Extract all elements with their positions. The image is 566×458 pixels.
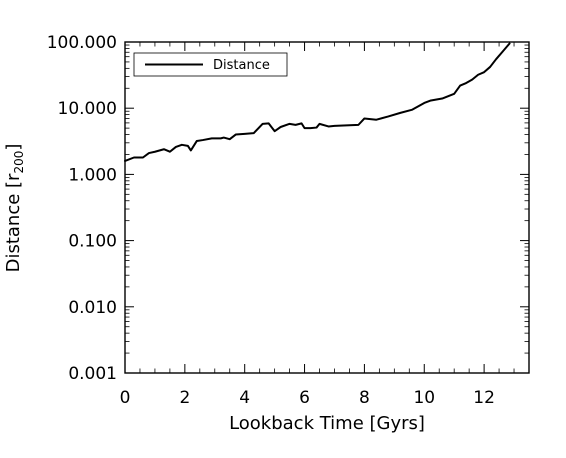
series-layer: [124, 42, 511, 162]
y-tick-label: 1.000: [68, 165, 117, 185]
x-tick-label: 12: [473, 388, 495, 408]
ticks-layer: 0 2 4 6 8 10 12 0.001 0.010 0.100 1.000 10.000 100.0…: [47, 33, 529, 408]
x-tick-label: 2: [179, 388, 190, 408]
x-axis-label: Lookback Time [Gyrs]: [229, 413, 425, 434]
x-tick-label: 0: [120, 388, 131, 408]
x-tick-label: 4: [239, 388, 250, 408]
x-tick-label: 10: [413, 388, 435, 408]
y-tick-label: 0.010: [68, 298, 117, 318]
series-line-distance: [124, 42, 511, 162]
y-axis-label: Distance [r200]: [3, 144, 26, 273]
plot-frame: [124, 41, 530, 374]
x-tick-label: 8: [359, 388, 370, 408]
y-axis-label-close: ]: [3, 144, 24, 151]
y-axis-label-subscript: 200: [12, 151, 26, 174]
y-tick-label: 0.001: [68, 364, 117, 384]
legend: Distance: [133, 52, 288, 77]
x-tick-label: 6: [299, 388, 310, 408]
y-tick-label: 100.000: [47, 33, 117, 53]
y-tick-label: 0.100: [68, 232, 117, 252]
y-axis-label-main: Distance [r: [3, 173, 24, 272]
legend-box: [133, 52, 288, 77]
legend-entry-distance: Distance: [213, 58, 270, 73]
y-tick-label: 10.000: [58, 99, 117, 119]
